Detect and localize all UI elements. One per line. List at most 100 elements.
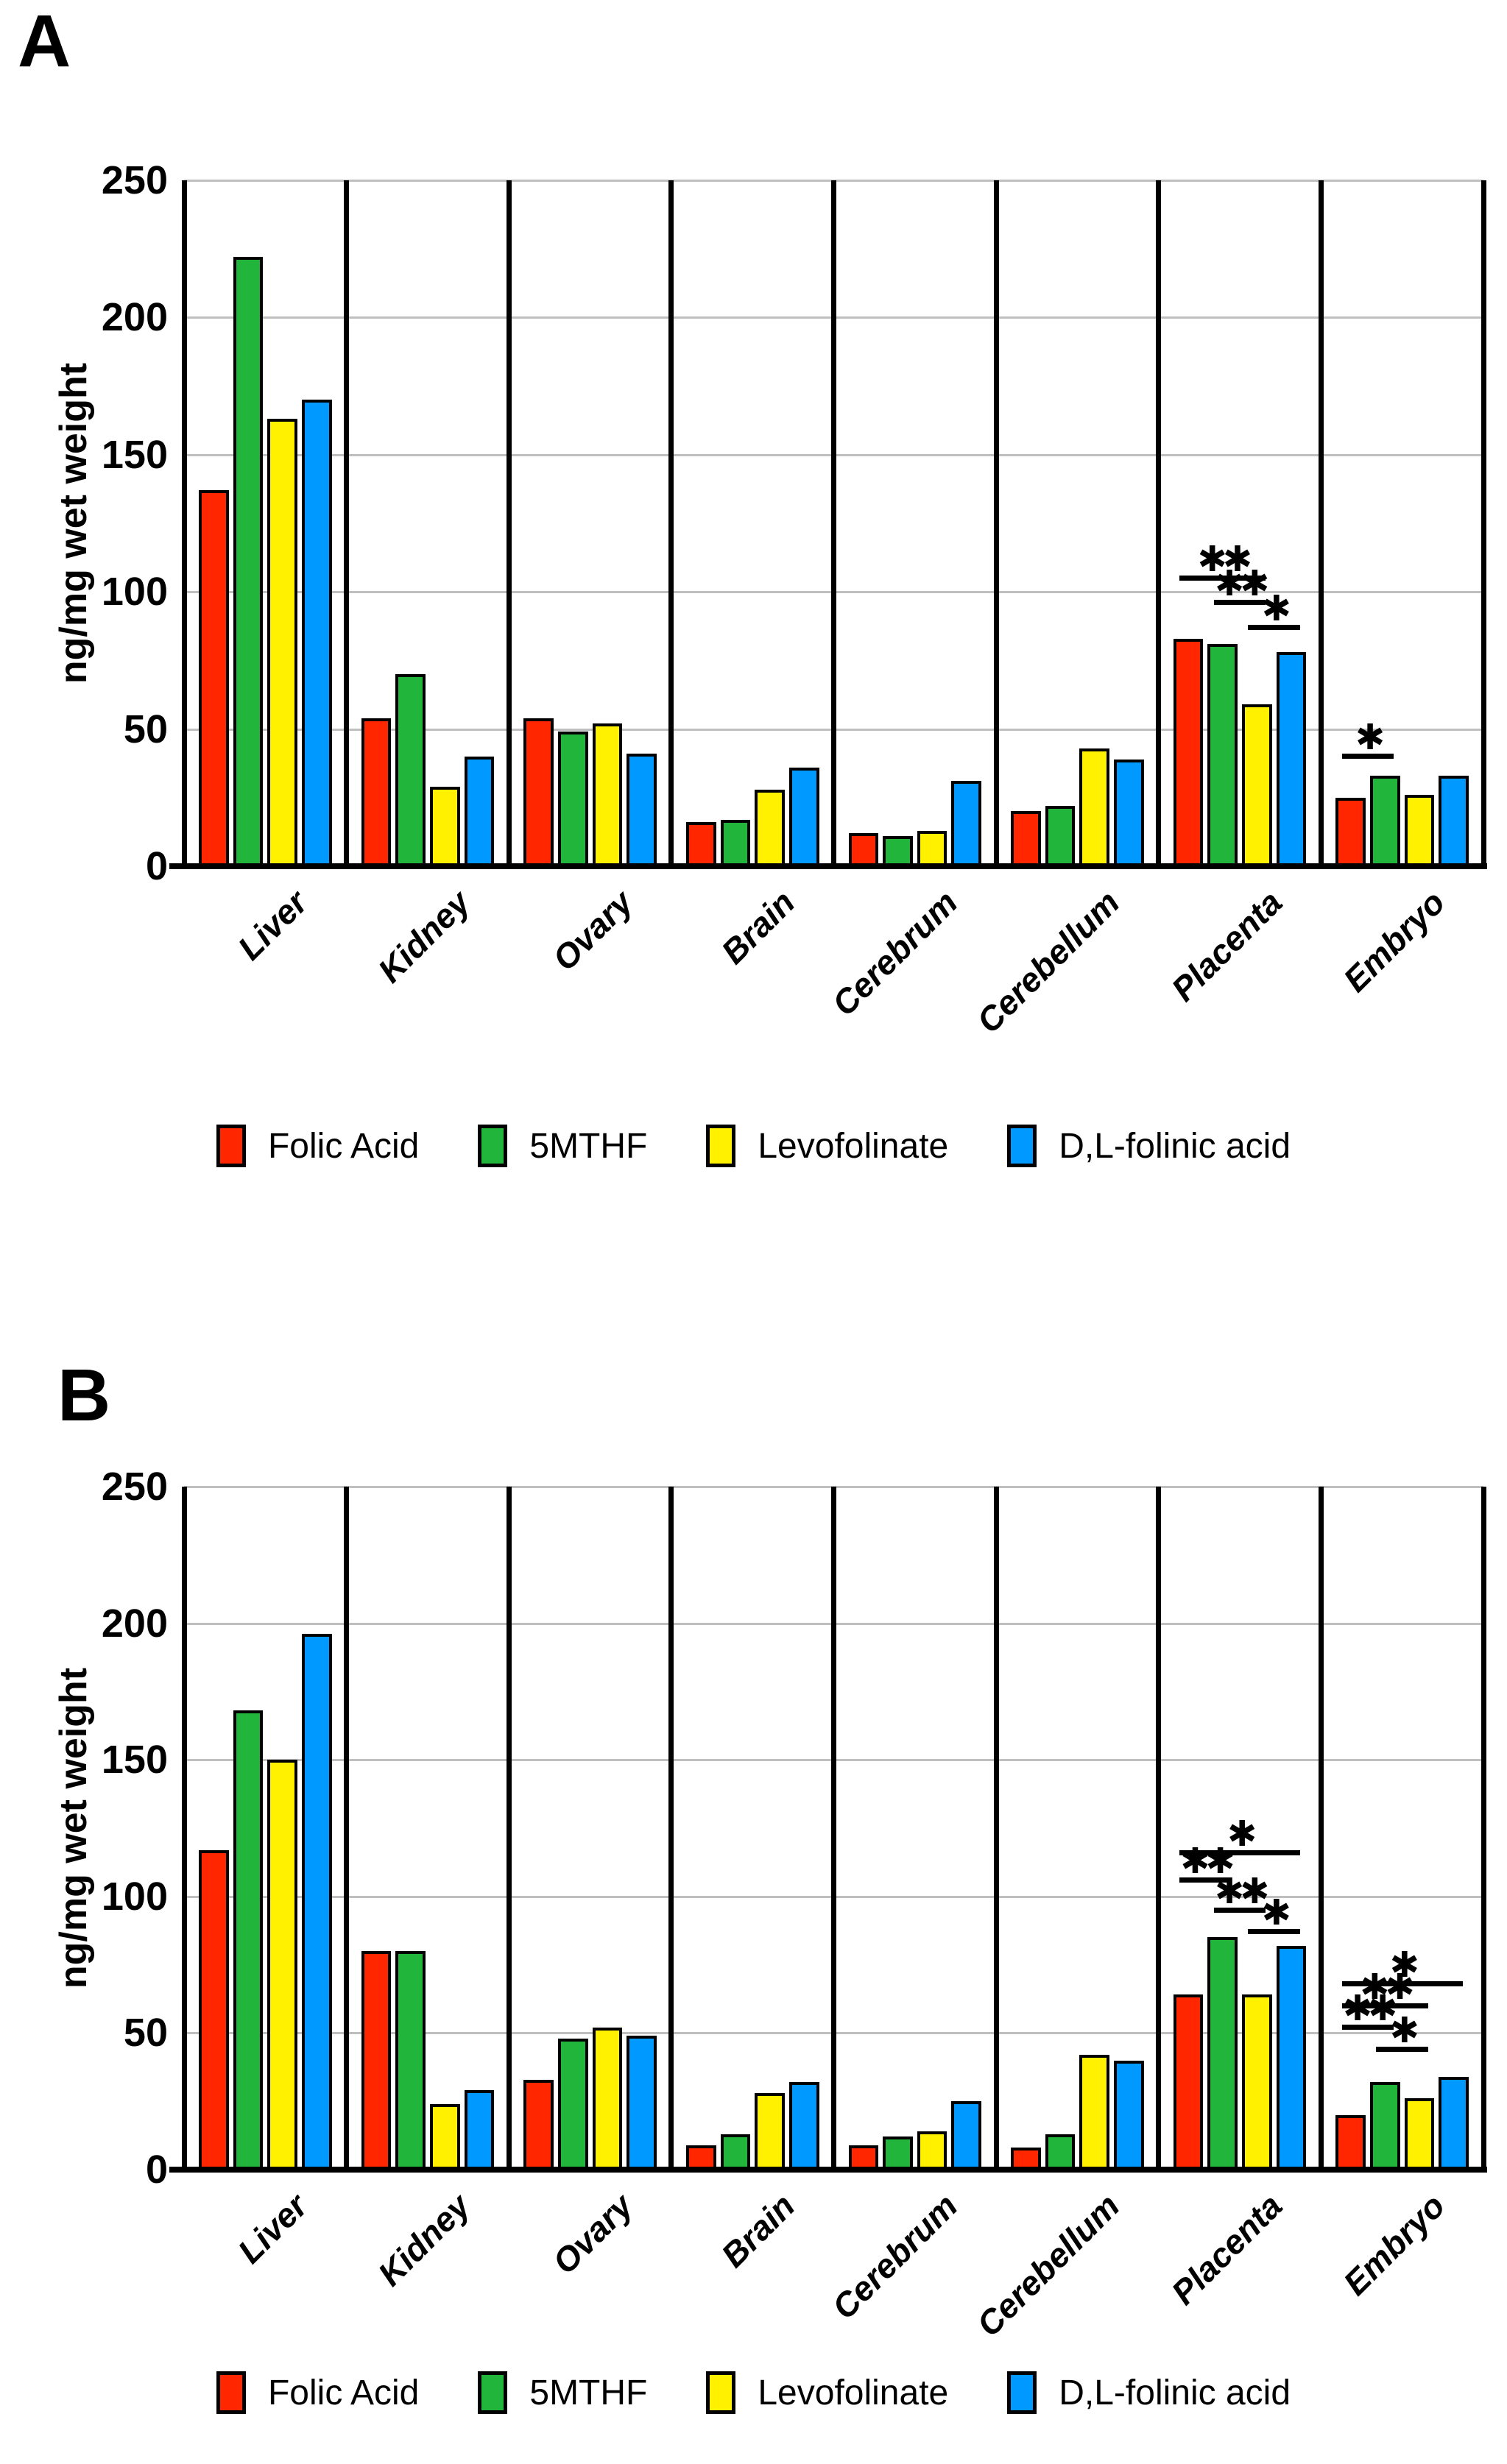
significance-stars-Embryo: ✱✱ — [1342, 1988, 1397, 2030]
bar-Levofolinate-Ovary — [592, 723, 623, 866]
bar-D,L-folinic acid-Brain — [788, 767, 819, 866]
bar-Folic Acid-Ovary — [523, 718, 554, 866]
bar-Folic Acid-Kidney — [361, 718, 392, 866]
bar-Levofolinate-Kidney — [429, 2103, 460, 2170]
legend-label: Folic Acid — [267, 1126, 420, 1166]
panel-a-legend: Folic Acid 5MTHF Levofolinate D,L-folinic a… — [0, 1125, 1507, 1167]
bar-D,L-folinic acid-Ovary — [627, 2036, 657, 2170]
legend-swatch-icon — [706, 2371, 736, 2414]
significance-stars-Embryo: ✱ — [1389, 2009, 1419, 2051]
bar-5MTHF-Brain — [720, 819, 751, 866]
y-tick-label-250: 250 — [101, 1465, 168, 1509]
bar-D,L-folinic acid-Kidney — [464, 2090, 495, 2170]
y-tick-label-0: 0 — [145, 2148, 168, 2192]
legend-item-Levofolinate: Levofolinate — [706, 1125, 948, 1167]
bar-5MTHF-Brain — [720, 2134, 751, 2170]
x-axis-line — [169, 863, 1487, 869]
bar-Folic Acid-Kidney — [361, 1951, 392, 2170]
legend-label: Levofolinate — [758, 2373, 949, 2412]
legend-swatch-icon — [1007, 2371, 1037, 2414]
significance-stars-Placenta: ✱✱ — [1180, 1840, 1235, 1882]
group-divider — [1318, 1487, 1324, 2170]
panel-b-y-axis-title: ng/mg wet weight — [52, 1667, 95, 1989]
bar-Folic Acid-Cerebellum — [1011, 811, 1041, 866]
bar-Folic Acid-Placenta — [1173, 638, 1204, 866]
group-divider — [831, 1487, 836, 2170]
bar-5MTHF-Liver — [233, 1710, 264, 2170]
group-divider — [668, 180, 674, 866]
bar-D,L-folinic acid-Cerebrum — [951, 781, 982, 866]
bar-D,L-folinic acid-Placenta — [1276, 1945, 1307, 2170]
y-tick-label-200: 200 — [101, 1601, 168, 1646]
y-tick-label-150: 150 — [101, 432, 168, 477]
bar-5MTHF-Cerebellum — [1045, 2134, 1076, 2170]
legend-label: 5MTHF — [529, 1126, 648, 1166]
y-tick-label-50: 50 — [123, 707, 168, 751]
panel-a-letter: A — [18, 0, 71, 82]
bar-D,L-folinic acid-Kidney — [464, 756, 495, 866]
legend-swatch-icon — [1007, 1125, 1037, 1167]
group-divider — [344, 1487, 350, 2170]
significance-stars-Embryo: ✱ — [1355, 717, 1385, 759]
legend-swatch-icon — [478, 2371, 508, 2414]
bar-5MTHF-Embryo — [1370, 775, 1400, 866]
group-divider — [1156, 180, 1162, 866]
legend-swatch-icon — [216, 1125, 246, 1167]
bar-Folic Acid-Embryo — [1335, 2114, 1366, 2170]
bar-Levofolinate-Cerebellum — [1079, 2055, 1110, 2170]
legend-item-Folic Acid: Folic Acid — [216, 2371, 419, 2414]
significance-stars-Placenta: ✱ — [1227, 1813, 1257, 1855]
bar-D,L-folinic acid-Brain — [788, 2082, 819, 2170]
significance-line-Placenta — [1179, 1877, 1232, 1883]
y-tick-label-250: 250 — [101, 158, 168, 202]
bar-5MTHF-Ovary — [557, 732, 588, 866]
group-divider — [831, 180, 836, 866]
bar-5MTHF-Ovary — [557, 2038, 588, 2170]
panel-a-y-axis-title: ng/mg wet weight — [52, 362, 95, 684]
bar-D,L-folinic acid-Placenta — [1276, 652, 1307, 866]
significance-stars-Embryo: ✱✱ — [1360, 1966, 1414, 2008]
group-divider — [506, 180, 512, 866]
legend-label: D,L-folinic acid — [1059, 2373, 1291, 2412]
bar-Levofolinate-Brain — [755, 789, 785, 866]
legend-label: Levofolinate — [758, 1126, 949, 1166]
panel-b-letter: B — [57, 1354, 111, 1437]
bar-5MTHF-Placenta — [1207, 644, 1238, 866]
y-tick-label-200: 200 — [101, 295, 168, 340]
significance-stars-Placenta: ✱✱ — [1214, 563, 1269, 605]
significance-stars-Placenta: ✱✱ — [1197, 538, 1252, 580]
significance-stars-Placenta: ✱✱ — [1214, 1870, 1269, 1912]
y-axis-line — [181, 1487, 187, 2170]
bar-Folic Acid-Brain — [685, 822, 716, 866]
legend-item-5MTHF: 5MTHF — [478, 1125, 647, 1167]
bar-D,L-folinic acid-Cerebellum — [1114, 2060, 1144, 2170]
bar-Folic Acid-Liver — [199, 490, 229, 866]
legend-label: D,L-folinic acid — [1059, 1126, 1291, 1166]
significance-line-Placenta — [1179, 575, 1266, 581]
bar-D,L-folinic acid-Embryo — [1439, 775, 1469, 866]
significance-line-Placenta — [1248, 1929, 1301, 1935]
bar-Levofolinate-Kidney — [429, 786, 460, 866]
significance-stars-Placenta: ✱ — [1261, 587, 1291, 629]
significance-stars-Embryo: ✱ — [1389, 1944, 1419, 1986]
group-divider — [668, 1487, 674, 2170]
y-tick-label-100: 100 — [101, 570, 168, 615]
bar-Folic Acid-Placenta — [1173, 1994, 1204, 2170]
significance-line-Embryo — [1341, 754, 1394, 760]
bar-Levofolinate-Placenta — [1242, 1994, 1272, 2170]
legend-swatch-icon — [478, 1125, 508, 1167]
bar-Levofolinate-Cerebrum — [917, 2131, 947, 2170]
bar-Folic Acid-Cerebrum — [848, 2145, 879, 2170]
bar-5MTHF-Cerebellum — [1045, 805, 1076, 866]
group-divider — [506, 1487, 512, 2170]
panel-b-legend: Folic Acid 5MTHF Levofolinate D,L-folinic a… — [0, 2371, 1507, 2414]
y-tick-label-0: 0 — [145, 844, 168, 888]
significance-line-Embryo — [1341, 2003, 1429, 2008]
bar-D,L-folinic acid-Liver — [301, 400, 332, 866]
legend-item-Levofolinate: Levofolinate — [706, 2371, 948, 2414]
y-tick-label-100: 100 — [101, 1874, 168, 1919]
group-divider — [1480, 180, 1486, 866]
legend-swatch-icon — [706, 1125, 736, 1167]
bar-D,L-folinic acid-Cerebrum — [951, 2101, 982, 2170]
